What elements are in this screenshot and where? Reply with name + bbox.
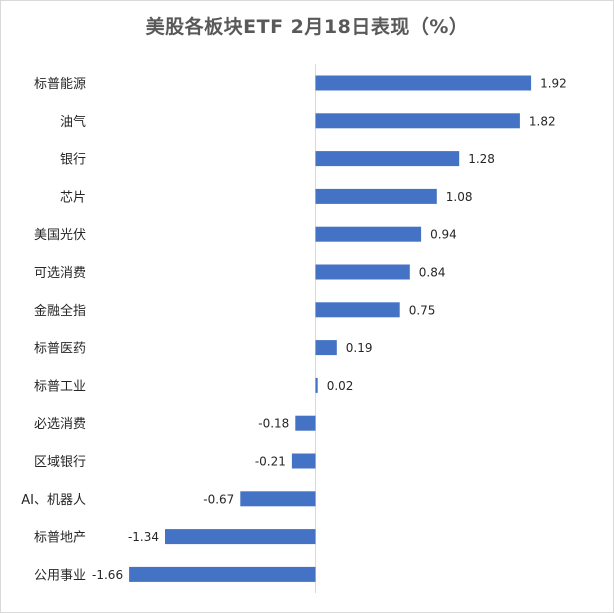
data-label: -0.18 (258, 417, 289, 431)
category-label: 标普工业 (34, 379, 86, 394)
category-label: 美国光伏 (34, 228, 86, 243)
bar (129, 566, 316, 582)
bar (315, 377, 318, 393)
data-label: -0.67 (203, 492, 234, 506)
category-label: 金融全指 (34, 303, 86, 319)
category-label: 标普地产 (34, 531, 86, 546)
data-label: 1.28 (468, 152, 495, 166)
data-label: 1.82 (529, 114, 556, 128)
category-label: 区域银行 (34, 455, 86, 470)
category-label: 标普能源 (34, 77, 86, 92)
bar (315, 302, 400, 318)
bar (315, 226, 422, 242)
bar (315, 151, 460, 167)
bar (315, 340, 337, 356)
chart-title: 美股各板块ETF 2月18日表现（%） (145, 16, 469, 38)
data-label: 0.02 (327, 379, 354, 393)
bar (315, 113, 520, 129)
data-label: 1.92 (540, 77, 567, 91)
bar (295, 415, 316, 431)
category-label: 可选消费 (34, 266, 86, 281)
category-label: 银行 (60, 153, 86, 168)
data-label: -1.66 (92, 568, 123, 582)
data-label: 1.08 (446, 190, 473, 204)
data-label: 0.75 (409, 303, 436, 317)
bar (291, 453, 316, 469)
data-label: -0.21 (255, 455, 286, 469)
bar (240, 491, 316, 507)
category-label: 油气 (60, 114, 86, 130)
data-label: 0.19 (346, 341, 373, 355)
category-label: 标普医药 (34, 342, 86, 357)
data-label: 0.94 (430, 228, 457, 242)
bar (165, 529, 316, 545)
bar (315, 188, 437, 204)
category-label: 芯片 (60, 190, 86, 205)
category-label: 公用事业 (34, 568, 86, 583)
data-label: 0.84 (419, 266, 446, 280)
category-label: 必选消费 (34, 417, 86, 432)
category-label: AI、机器人 (21, 493, 86, 508)
bar (315, 264, 410, 280)
data-label: -1.34 (128, 530, 159, 544)
bar (315, 75, 532, 91)
